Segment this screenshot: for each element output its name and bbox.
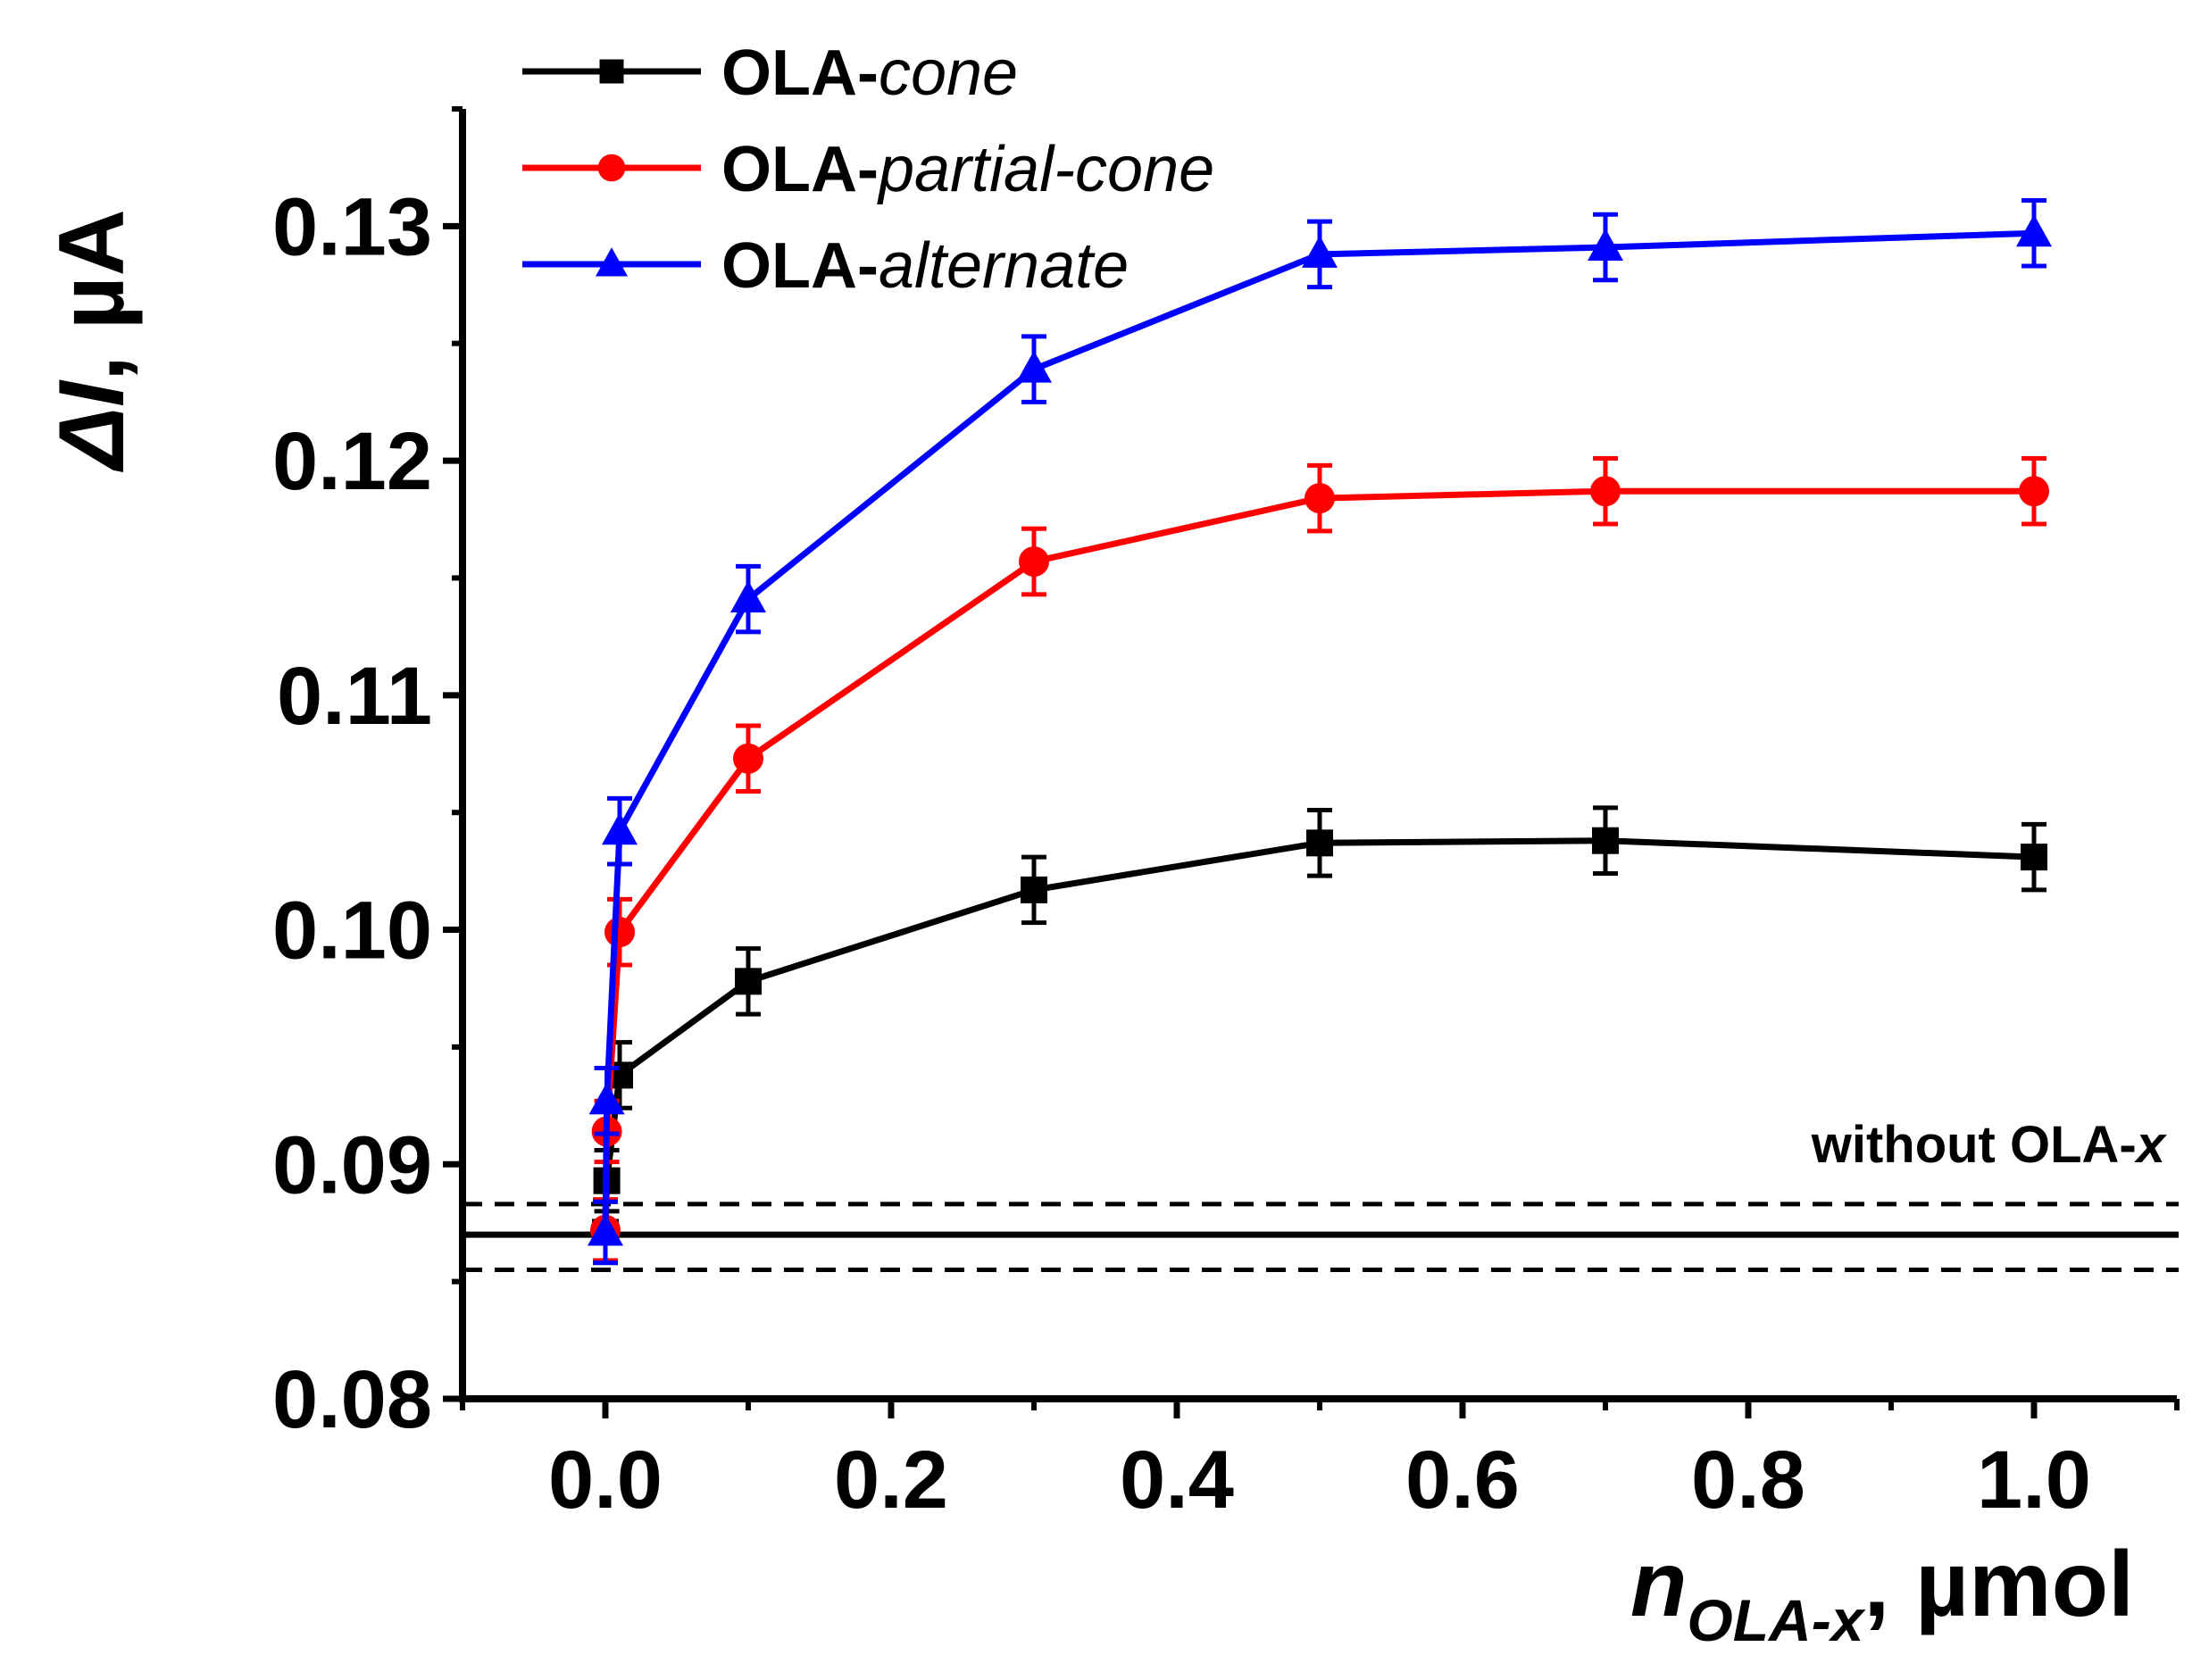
x-tick-label: 0.4 xyxy=(1120,1435,1234,1526)
plot-series xyxy=(588,197,2052,1266)
legend-label-prefix: OLA- xyxy=(721,134,879,205)
data-point-marker xyxy=(735,968,762,995)
legend-marker xyxy=(597,154,626,182)
data-point-marker xyxy=(588,1082,625,1115)
x-tick-label: 0.0 xyxy=(548,1435,663,1526)
data-point-marker xyxy=(1016,350,1052,383)
legend-label: OLA-alternate xyxy=(721,230,1129,302)
data-point-marker xyxy=(1588,229,1623,262)
series-cone xyxy=(592,805,2047,1266)
data-point-marker xyxy=(604,917,635,948)
reference-label-italic: x xyxy=(2134,1116,2168,1174)
legend-label-suffix: alternate xyxy=(879,230,1129,302)
data-point-marker xyxy=(2019,476,2049,507)
legend-label: OLA-partial-cone xyxy=(721,134,1214,205)
series-alternate xyxy=(588,197,2052,1266)
legend-label-prefix: OLA- xyxy=(721,37,879,109)
y-tick-label: 0.12 xyxy=(272,416,432,507)
data-point-marker xyxy=(1302,235,1338,268)
y-axis-title: ΔI, µA xyxy=(40,209,144,473)
data-point-marker xyxy=(733,743,763,774)
legend-label-suffix: cone xyxy=(879,37,1018,109)
data-point-marker xyxy=(1305,483,1335,514)
x-axis-title-main: n xyxy=(1630,1533,1688,1636)
legend-label-suffix: partial-cone xyxy=(877,134,1214,205)
x-tick-label: 1.0 xyxy=(1977,1435,2091,1526)
legend-label: OLA-cone xyxy=(721,37,1018,109)
data-point-marker xyxy=(1592,827,1619,854)
reference-label: without OLA-x xyxy=(1811,1116,2168,1174)
y-tick-label: 0.08 xyxy=(272,1354,432,1445)
x-tick-label: 0.2 xyxy=(834,1435,948,1526)
legend-marker xyxy=(599,59,624,84)
y-tick-label: 0.09 xyxy=(272,1119,432,1210)
data-point-marker xyxy=(1021,876,1047,903)
y-tick-label: 0.10 xyxy=(272,886,432,977)
x-axis-title-unit: , µmol xyxy=(1863,1533,2134,1636)
data-point-marker xyxy=(588,1213,623,1246)
legend-item-cone: OLA-cone xyxy=(522,37,1018,109)
legend-item-alternate: OLA-alternate xyxy=(522,230,1129,302)
y-tick-label: 0.13 xyxy=(272,181,432,272)
x-tick-label: 0.8 xyxy=(1691,1435,1805,1526)
reference-label-text: without OLA- xyxy=(1811,1116,2137,1174)
data-point-marker xyxy=(2021,844,2047,871)
data-point-marker xyxy=(602,812,638,845)
data-point-marker xyxy=(1019,546,1049,578)
data-point-marker xyxy=(2016,214,2052,247)
data-point-marker xyxy=(1306,829,1333,857)
y-tick-label: 0.11 xyxy=(277,651,432,742)
data-point-marker xyxy=(1590,476,1621,507)
x-axis-title: nOLA-x, µmol xyxy=(1630,1533,2134,1653)
axes: 0.08 0.09 0.10 0.11 0.12 0.13 0.0 0.2 0.4 0.6 0.8 1… xyxy=(272,106,2180,1526)
x-tick-label: 0.6 xyxy=(1405,1435,1520,1526)
series-line xyxy=(602,229,2035,1233)
x-axis-title-sub: OLA-x xyxy=(1687,1587,1865,1653)
y-axis-title-unit: , µA xyxy=(40,209,144,381)
legend-item-partial-cone: OLA-partial-cone xyxy=(522,134,1214,205)
legend-label-prefix: OLA- xyxy=(721,230,879,302)
legend-marker xyxy=(596,247,628,277)
y-axis-title-main: ΔI xyxy=(40,379,144,473)
reference-band xyxy=(463,1202,2179,1272)
data-point-marker xyxy=(730,580,766,613)
